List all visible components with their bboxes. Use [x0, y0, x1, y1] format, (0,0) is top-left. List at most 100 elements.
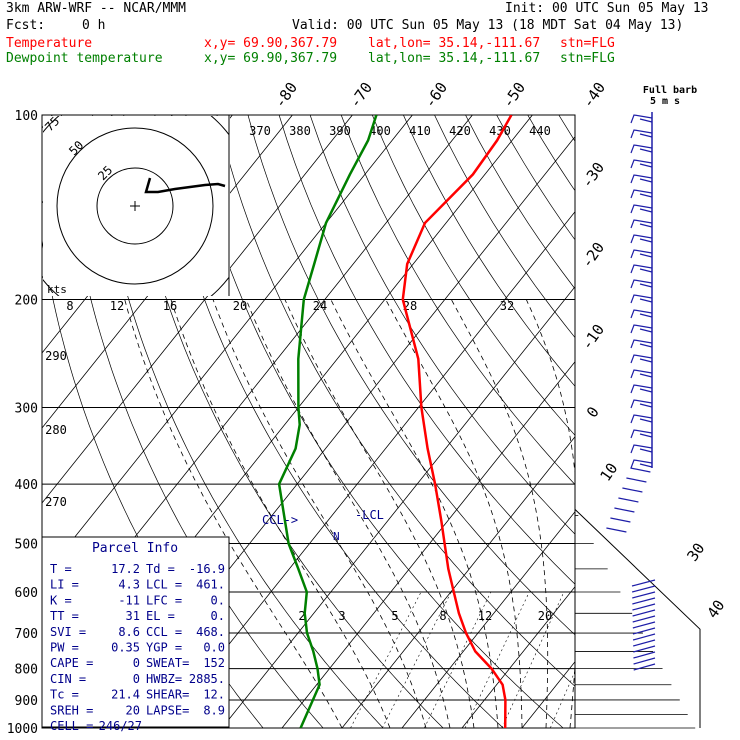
wind-barb-half	[639, 448, 653, 453]
wind-barb-low	[633, 663, 656, 671]
hodograph-trace	[144, 177, 226, 194]
mixing-ratio-line	[382, 591, 452, 728]
parcel-label: SHEAR=	[146, 688, 189, 702]
wind-barb	[630, 129, 653, 139]
mixing-ratio-line	[550, 670, 575, 728]
parcel-label: Td =	[146, 562, 175, 576]
mixing-ratio-label: 20	[538, 609, 552, 623]
parcel-value: 4.3	[118, 578, 140, 592]
isotherm-label: -70	[346, 79, 376, 112]
hodograph-ring	[96, 167, 174, 245]
wind-barb	[630, 399, 653, 409]
temp-latlon: lat,lon= 35.14,-111.67	[368, 36, 541, 51]
parcel-value: -11	[118, 593, 140, 607]
wind-barb	[614, 507, 635, 513]
temp-station: stn=FLG	[560, 36, 615, 51]
isotherm-line	[281, 361, 575, 728]
wind-barb-low	[632, 621, 656, 629]
parcel-value: -16.9	[189, 562, 225, 576]
barb-unit: 5 m s	[650, 96, 680, 107]
parcel-label: SWEAT=	[146, 656, 189, 670]
dry-adiabat	[496, 115, 575, 241]
parcel-label: SREH =	[50, 703, 93, 717]
wind-barb	[630, 309, 653, 319]
hodograph-axis-label: 20	[233, 299, 247, 313]
isotherm-label: -80	[271, 79, 301, 112]
wind-barb-half	[639, 253, 653, 258]
wind-barb-half	[639, 178, 653, 183]
wind-barb-half	[639, 238, 653, 243]
wind-barb-half	[639, 148, 653, 153]
wind-barb	[630, 369, 653, 379]
wind-barb-low	[632, 603, 656, 611]
wind-barb	[630, 429, 653, 439]
isotherm-label: -40	[579, 79, 609, 112]
hodograph-rings	[43, 116, 229, 296]
parcel-value: 0.0	[203, 641, 225, 655]
wind-barb-half	[639, 433, 653, 438]
wind-barb-half	[639, 388, 653, 393]
wind-barb	[630, 324, 653, 334]
wind-barb	[630, 459, 653, 469]
dry-adiabat	[278, 115, 575, 585]
hodograph-unit: kts	[47, 283, 67, 296]
wind-barb-low	[631, 585, 656, 593]
hodograph-axis-label: 8	[66, 299, 73, 313]
wind-barb-half	[639, 223, 653, 228]
isotherm-label: 30	[683, 540, 708, 565]
isotherm-label: -50	[499, 79, 529, 112]
pressure-tick-label: 900	[15, 694, 38, 709]
isotherm-label: 10	[596, 460, 621, 485]
wind-barb	[630, 467, 651, 473]
lcl-label: -LCL	[355, 508, 384, 522]
wind-barb-half	[639, 163, 653, 168]
wind-barb-low	[632, 633, 656, 641]
wind-barb-half	[639, 133, 653, 138]
pressure-tick-label: 1000	[7, 722, 38, 737]
annotations: CCL-> -LCL N	[262, 508, 384, 543]
wind-barb	[630, 414, 653, 424]
wind-barb	[618, 497, 639, 503]
parcel-label: HWBZ=	[146, 672, 182, 686]
model-title: 3km ARW-WRF -- NCAR/MMM	[6, 1, 187, 16]
hodograph-ring	[56, 127, 214, 285]
mixing-ratio-label: 12	[478, 609, 492, 623]
isotherm-line	[572, 115, 740, 740]
n-label: N	[333, 530, 340, 543]
parcel-value: 0.	[211, 609, 225, 623]
wind-barb	[630, 174, 653, 184]
dry-adiabat	[652, 115, 740, 740]
wind-barb-low	[632, 615, 656, 623]
dry-adiabat	[154, 115, 504, 728]
pressure-tick-label: 400	[15, 478, 38, 493]
fcst-value: 0 h	[82, 18, 106, 33]
parcel-label: LAPSE=	[146, 703, 189, 717]
hodograph-axis-label: 32	[500, 299, 514, 313]
wind-barb	[630, 144, 653, 154]
temperature-legend: Temperature	[6, 36, 93, 51]
wind-barb-low	[632, 591, 656, 599]
pressure-tick-label: 100	[15, 109, 38, 124]
wind-barb	[622, 487, 643, 493]
ccl-label: CCL->	[262, 513, 298, 527]
wind-barb	[630, 444, 653, 454]
wind-barb-low	[633, 657, 656, 665]
isotherm-line	[401, 511, 575, 728]
wind-barb-low	[632, 597, 656, 605]
moist-adiabat	[450, 299, 549, 728]
parcel-label: K =	[50, 593, 72, 607]
parcel-cell-value: 246/27	[99, 719, 142, 733]
dewpoint-line	[277, 115, 378, 728]
dry-adiabat	[558, 115, 575, 142]
hodograph-axis-label: 24	[313, 299, 327, 313]
parcel-label: PW =	[50, 641, 79, 655]
wind-barb	[630, 339, 653, 349]
wind-barb	[630, 159, 653, 169]
dry-adiabat	[247, 115, 575, 636]
parcel-value: 17.2	[111, 562, 140, 576]
moist-adiabat	[594, 300, 618, 729]
wind-barb-half	[639, 298, 653, 303]
